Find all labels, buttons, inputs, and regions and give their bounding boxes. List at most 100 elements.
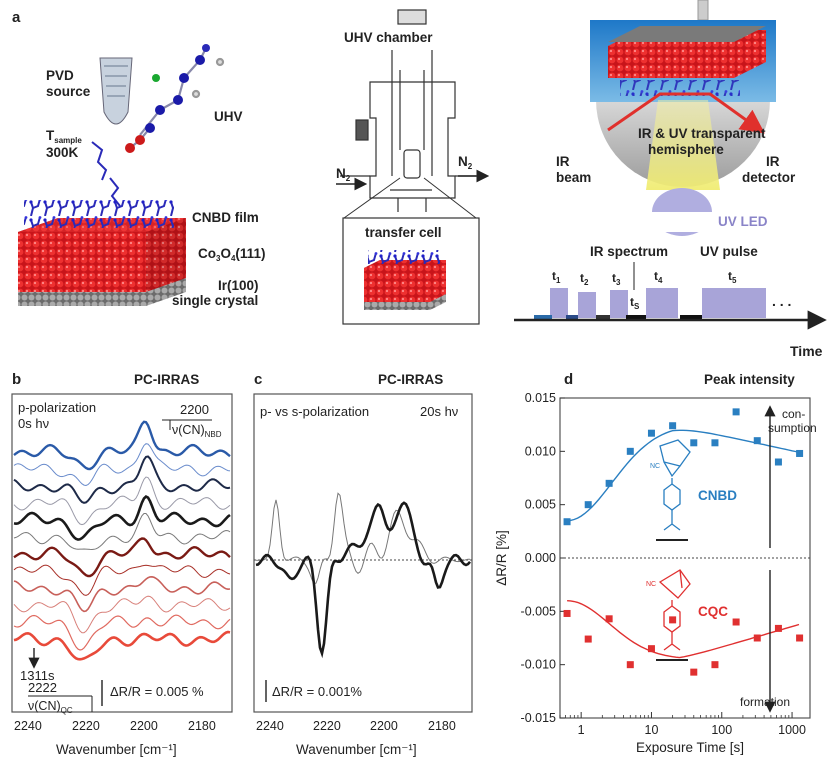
panel-b-qc-bracket bbox=[28, 695, 93, 712]
data-point-cnbd bbox=[732, 408, 740, 416]
svg-text:t3: t3 bbox=[612, 271, 621, 287]
cqc-cn-label: NC bbox=[646, 581, 656, 588]
n2-left-label: N2 bbox=[336, 166, 351, 183]
panel-c-xticks: 2240 2220 2200 2180 bbox=[256, 719, 456, 733]
data-point-cnbd bbox=[753, 437, 761, 445]
data-point-cnbd bbox=[626, 447, 634, 455]
cnbd-film-label: CNBD film bbox=[192, 210, 259, 225]
spectrum-trace-9 bbox=[13, 575, 231, 613]
t-sample-label: Tsample bbox=[46, 128, 82, 145]
x-tick-label: 10 bbox=[645, 723, 659, 737]
panel-d-fit-curves bbox=[567, 429, 800, 659]
data-point-cqc bbox=[753, 634, 761, 642]
cnbd-molecule-icon bbox=[125, 44, 225, 153]
panel-d-points bbox=[563, 408, 804, 676]
spectrum-trace-7 bbox=[13, 537, 231, 578]
data-point-cqc bbox=[605, 615, 613, 623]
consumption-label-1: con- bbox=[782, 407, 805, 421]
data-point-cnbd bbox=[563, 518, 571, 526]
x-tick-label: 1 bbox=[578, 723, 585, 737]
cnbd-label: CNBD bbox=[698, 488, 737, 503]
svg-text:2180: 2180 bbox=[188, 719, 216, 733]
y-tick-label: -0.010 bbox=[521, 658, 556, 672]
y-tick-label: 0.015 bbox=[525, 391, 556, 405]
svg-text:2200: 2200 bbox=[130, 719, 158, 733]
spectrum-trace-12 bbox=[13, 630, 231, 661]
panel-d-xlabel: Exposure Time [s] bbox=[636, 740, 744, 755]
panel-c-method: PC-IRRAS bbox=[378, 372, 443, 387]
data-point-cnbd bbox=[774, 458, 782, 466]
timeline-labels: t1 t2 t3 tS t4 t5 bbox=[552, 269, 737, 311]
y-tick-label: -0.005 bbox=[521, 604, 556, 618]
y-tick-label: 0.010 bbox=[525, 444, 556, 458]
svg-text:2200: 2200 bbox=[370, 719, 398, 733]
panel-c-scale: ΔR/R = 0.001% bbox=[272, 684, 362, 699]
cnbd-structure-icon bbox=[656, 439, 691, 541]
data-point-cqc bbox=[732, 618, 740, 626]
panel-c-xlabel: Wavenumber [cm⁻¹] bbox=[296, 742, 417, 757]
ir-uv-label-2: hemisphere bbox=[648, 142, 724, 157]
temperature-label: 300K bbox=[46, 145, 79, 160]
spectrum-trace-3 bbox=[13, 455, 231, 504]
panel-letter-a: a bbox=[12, 9, 21, 26]
ir100-label: Ir(100) bbox=[218, 278, 259, 293]
data-point-cqc bbox=[647, 645, 655, 653]
ir-uv-label-1: IR & UV transparent bbox=[638, 126, 766, 141]
consumption-label-2: sumption bbox=[768, 421, 817, 435]
ir-beam-path bbox=[607, 92, 765, 134]
data-point-cnbd bbox=[669, 422, 677, 430]
zoom-lines bbox=[343, 177, 477, 219]
data-point-cnbd bbox=[796, 449, 804, 457]
fit-curve-cqc bbox=[567, 600, 800, 659]
small-molecule-icon bbox=[91, 141, 121, 207]
panel-letter-b: b bbox=[12, 371, 21, 388]
spectrum-trace-5 bbox=[13, 495, 231, 541]
panel-d-ylabel: ΔR/R [%] bbox=[494, 530, 509, 586]
cqc-structure-icon bbox=[656, 569, 691, 661]
data-point-cnbd bbox=[647, 429, 655, 437]
panel-b-polarization: p-polarization bbox=[18, 400, 96, 415]
data-point-cqc bbox=[563, 609, 571, 617]
panel-b-nbd-bracket bbox=[162, 419, 212, 430]
ir-beam-label-1: IR bbox=[556, 154, 570, 169]
panel-d-title: Peak intensity bbox=[704, 372, 795, 387]
svg-text:2240: 2240 bbox=[14, 719, 42, 733]
data-point-cqc bbox=[690, 668, 698, 676]
panel-c-spectra bbox=[255, 492, 471, 659]
panel-c-time: 20s hν bbox=[420, 404, 458, 419]
data-point-cnbd bbox=[711, 439, 719, 447]
ir-detector-label-2: detector bbox=[742, 170, 796, 185]
uhv-chamber-label: UHV chamber bbox=[344, 30, 433, 45]
panel-b-nbd-peak: 2200 bbox=[180, 402, 209, 417]
data-point-cqc bbox=[626, 661, 634, 669]
x-tick-label: 100 bbox=[711, 723, 732, 737]
pvd-source-label-1: PVD bbox=[46, 68, 74, 83]
s-polarization-trace bbox=[255, 492, 471, 585]
uv-pulse-label: UV pulse bbox=[700, 244, 758, 259]
svg-text:t5: t5 bbox=[728, 269, 737, 285]
svg-text:t1: t1 bbox=[552, 269, 561, 285]
uv-led-label: UV LED bbox=[718, 214, 768, 229]
panel-b-spectra bbox=[13, 420, 231, 661]
transfer-cell-label: transfer cell bbox=[365, 225, 442, 240]
panel-b-qc-peak: 2222 bbox=[28, 680, 57, 695]
svg-text:2180: 2180 bbox=[428, 719, 456, 733]
panel-b-qc-label: ν(CN)QC bbox=[28, 699, 73, 715]
data-point-cqc bbox=[669, 616, 677, 624]
timeline-pulses bbox=[534, 288, 766, 319]
time-axis-label: Time bbox=[790, 343, 823, 359]
data-point-cqc bbox=[796, 634, 804, 642]
crystal-slab-icon bbox=[18, 200, 186, 306]
pvd-source-icon bbox=[99, 57, 133, 125]
panel-b-frame bbox=[11, 393, 233, 713]
single-crystal-label: single crystal bbox=[172, 293, 258, 308]
fit-curve-cnbd bbox=[567, 429, 800, 522]
n2-right-label: N2 bbox=[458, 154, 473, 171]
panel-b-xlabel: Wavenumber [cm⁻¹] bbox=[56, 742, 177, 757]
ir-spectrum-label: IR spectrum bbox=[590, 244, 668, 259]
data-point-cqc bbox=[774, 624, 782, 632]
svg-text:2220: 2220 bbox=[313, 719, 341, 733]
svg-text:t2: t2 bbox=[580, 271, 589, 287]
cqc-label: CQC bbox=[698, 604, 728, 619]
